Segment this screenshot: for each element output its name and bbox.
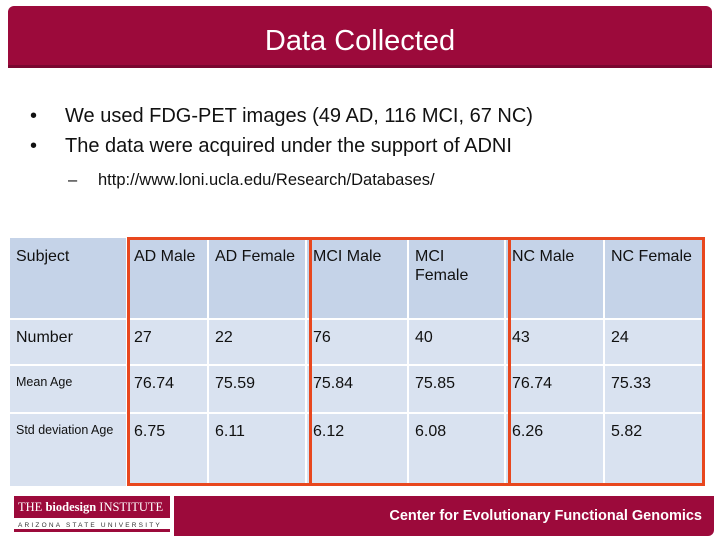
table-row: Mean Age 76.74 75.59 75.84 75.85 76.74 7… <box>8 364 706 414</box>
table-row-label: Mean Age <box>8 364 128 414</box>
table-cell: 76.74 <box>504 364 605 414</box>
center-name: Center for Evolutionary Functional Genom… <box>389 508 702 524</box>
table-header-cell: MCI Male <box>305 236 409 320</box>
table-cell: 5.82 <box>603 412 706 498</box>
table-cell: 6.11 <box>207 412 307 498</box>
table-cell: 75.84 <box>305 364 409 414</box>
title-bar: Data Collected <box>8 6 712 68</box>
table-cell: 76 <box>305 318 409 366</box>
table-row: Number 27 22 76 40 43 24 <box>8 318 706 366</box>
table-cell: 6.12 <box>305 412 409 498</box>
sub-bullet: – http://www.loni.ucla.edu/Research/Datab… <box>68 168 435 192</box>
table-header-cell: MCI Female <box>407 236 506 320</box>
table-cell: 40 <box>407 318 506 366</box>
table-header-cell: NC Female <box>603 236 706 320</box>
table-cell: 43 <box>504 318 605 366</box>
table-cell: 76.74 <box>126 364 209 414</box>
table-header-row: Subject AD Male AD Female MCI Male MCI F… <box>8 236 706 320</box>
slide-title: Data Collected <box>264 25 456 57</box>
table-cell: 27 <box>126 318 209 366</box>
dash-icon: – <box>68 171 78 189</box>
table-cell: 75.59 <box>207 364 307 414</box>
biodesign-logo: THE biodesign INSTITUTE ARIZONA STATE UN… <box>14 494 174 538</box>
bullet-text: The data were acquired under the support… <box>65 135 512 157</box>
table-cell: 6.08 <box>407 412 506 498</box>
adni-link[interactable]: http://www.loni.ucla.edu/Research/Databa… <box>98 171 435 189</box>
logo-wordmark: THE biodesign INSTITUTE <box>14 496 170 518</box>
table-header-cell: AD Male <box>126 236 209 320</box>
logo-subtext: ARIZONA STATE UNIVERSITY <box>14 520 170 532</box>
footer-bar: THE biodesign INSTITUTE ARIZONA STATE UN… <box>14 494 714 538</box>
table-header-cell: Subject <box>8 236 128 320</box>
bullet-item: • The data were acquired under the suppor… <box>30 131 533 161</box>
table-header-cell: AD Female <box>207 236 307 320</box>
table-row: Std deviation Age 6.75 6.11 6.12 6.08 6.… <box>8 412 706 498</box>
table-row-label: Number <box>8 318 128 366</box>
table-cell: 75.33 <box>603 364 706 414</box>
table-cell: 6.26 <box>504 412 605 498</box>
table-cell: 22 <box>207 318 307 366</box>
table-row-label: Std deviation Age <box>8 412 128 498</box>
footer: THE biodesign INSTITUTE ARIZONA STATE UN… <box>0 486 720 540</box>
bullet-text: We used FDG-PET images (49 AD, 116 MCI, … <box>65 105 533 127</box>
table-cell: 6.75 <box>126 412 209 498</box>
table-cell: 24 <box>603 318 706 366</box>
table-header-cell: NC Male <box>504 236 605 320</box>
bullet-list: • We used FDG-PET images (49 AD, 116 MCI,… <box>30 101 533 161</box>
bullet-dot-icon: • <box>30 105 38 127</box>
data-table: Subject AD Male AD Female MCI Male MCI F… <box>8 236 706 498</box>
bullet-dot-icon: • <box>30 135 38 157</box>
table-cell: 75.85 <box>407 364 506 414</box>
bullet-item: • We used FDG-PET images (49 AD, 116 MCI,… <box>30 101 533 131</box>
